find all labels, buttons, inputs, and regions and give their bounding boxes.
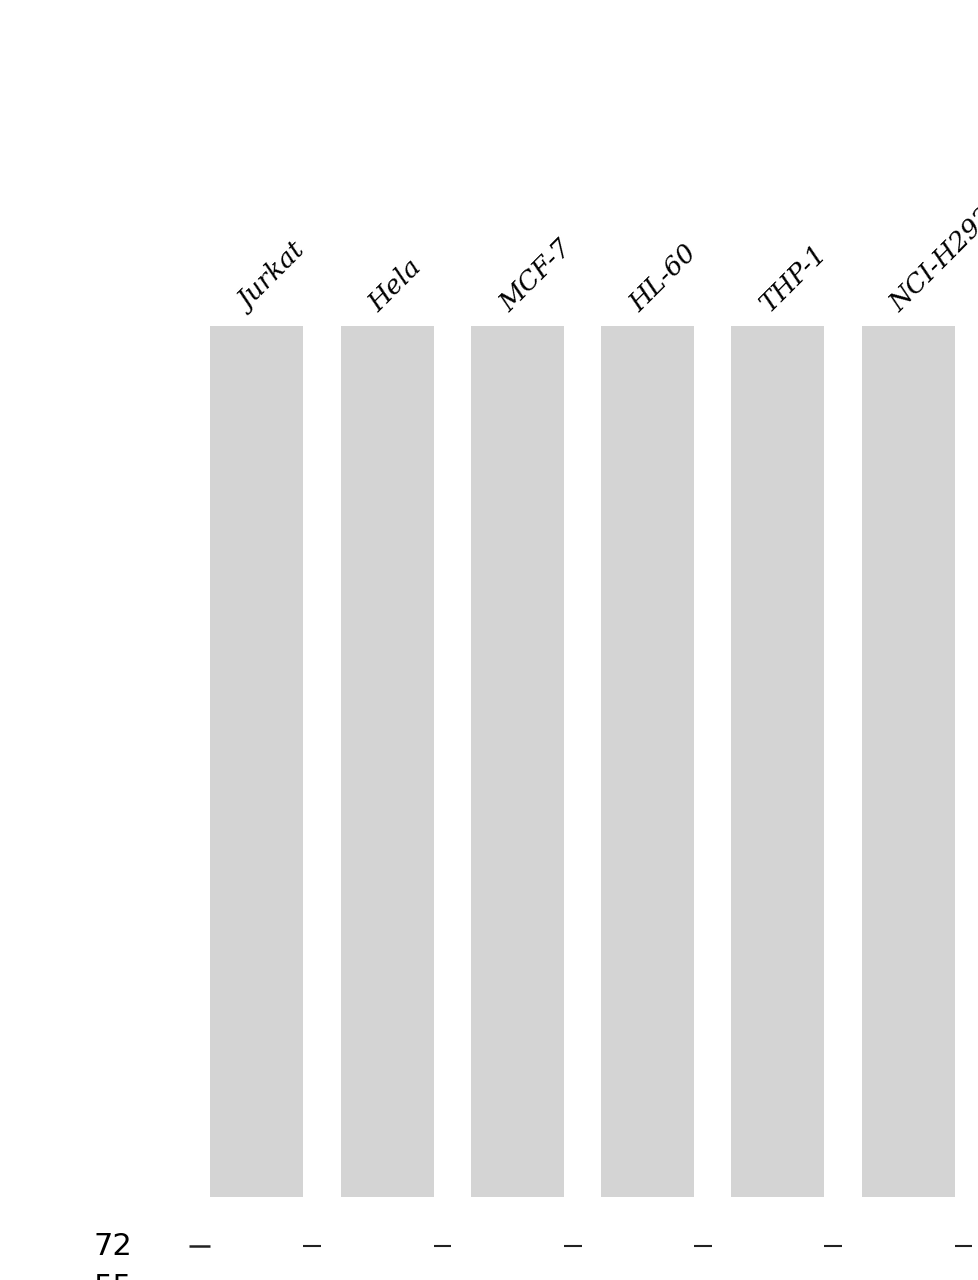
Text: NCI-H292: NCI-H292 [884, 202, 978, 316]
Bar [210, 326, 303, 1197]
Bar [731, 326, 823, 1197]
Bar [470, 326, 563, 1197]
Text: Hela: Hela [364, 255, 426, 316]
Text: 55: 55 [93, 1272, 132, 1280]
Bar [861, 326, 954, 1197]
Bar [340, 326, 433, 1197]
Bar [600, 326, 693, 1197]
Text: THP-1: THP-1 [754, 241, 830, 316]
Text: MCF-7: MCF-7 [494, 236, 575, 316]
Text: 72: 72 [93, 1231, 132, 1261]
Text: HL-60: HL-60 [624, 239, 700, 316]
Text: Jurkat: Jurkat [234, 241, 310, 316]
